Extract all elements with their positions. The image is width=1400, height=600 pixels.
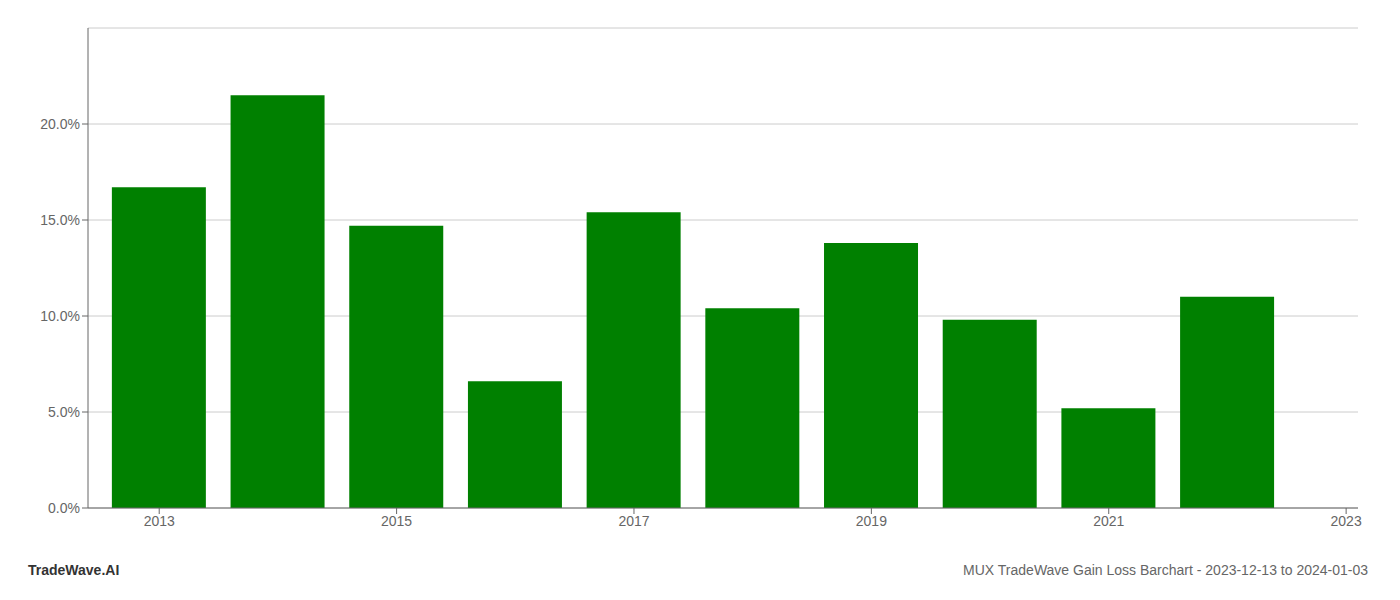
svg-text:2021: 2021: [1093, 513, 1124, 529]
svg-text:10.0%: 10.0%: [40, 308, 80, 324]
svg-text:2015: 2015: [381, 513, 412, 529]
svg-text:15.0%: 15.0%: [40, 212, 80, 228]
html-text:MUX TradeWave Gain Loss Barcha: MUX TradeWave Gain Loss Barchart - 2023-…: [963, 562, 1368, 578]
svg-text:20.0%: 20.0%: [40, 116, 80, 132]
svg-text:5.0%: 5.0%: [48, 404, 80, 420]
svg-text:2013: 2013: [144, 513, 175, 529]
svg-text:2017: 2017: [618, 513, 649, 529]
svg-text:2019: 2019: [856, 513, 887, 529]
svg-text:2023: 2023: [1331, 513, 1362, 529]
html-text:TradeWave.AI: TradeWave.AI: [28, 562, 120, 578]
svg-text:0.0%: 0.0%: [48, 500, 80, 516]
